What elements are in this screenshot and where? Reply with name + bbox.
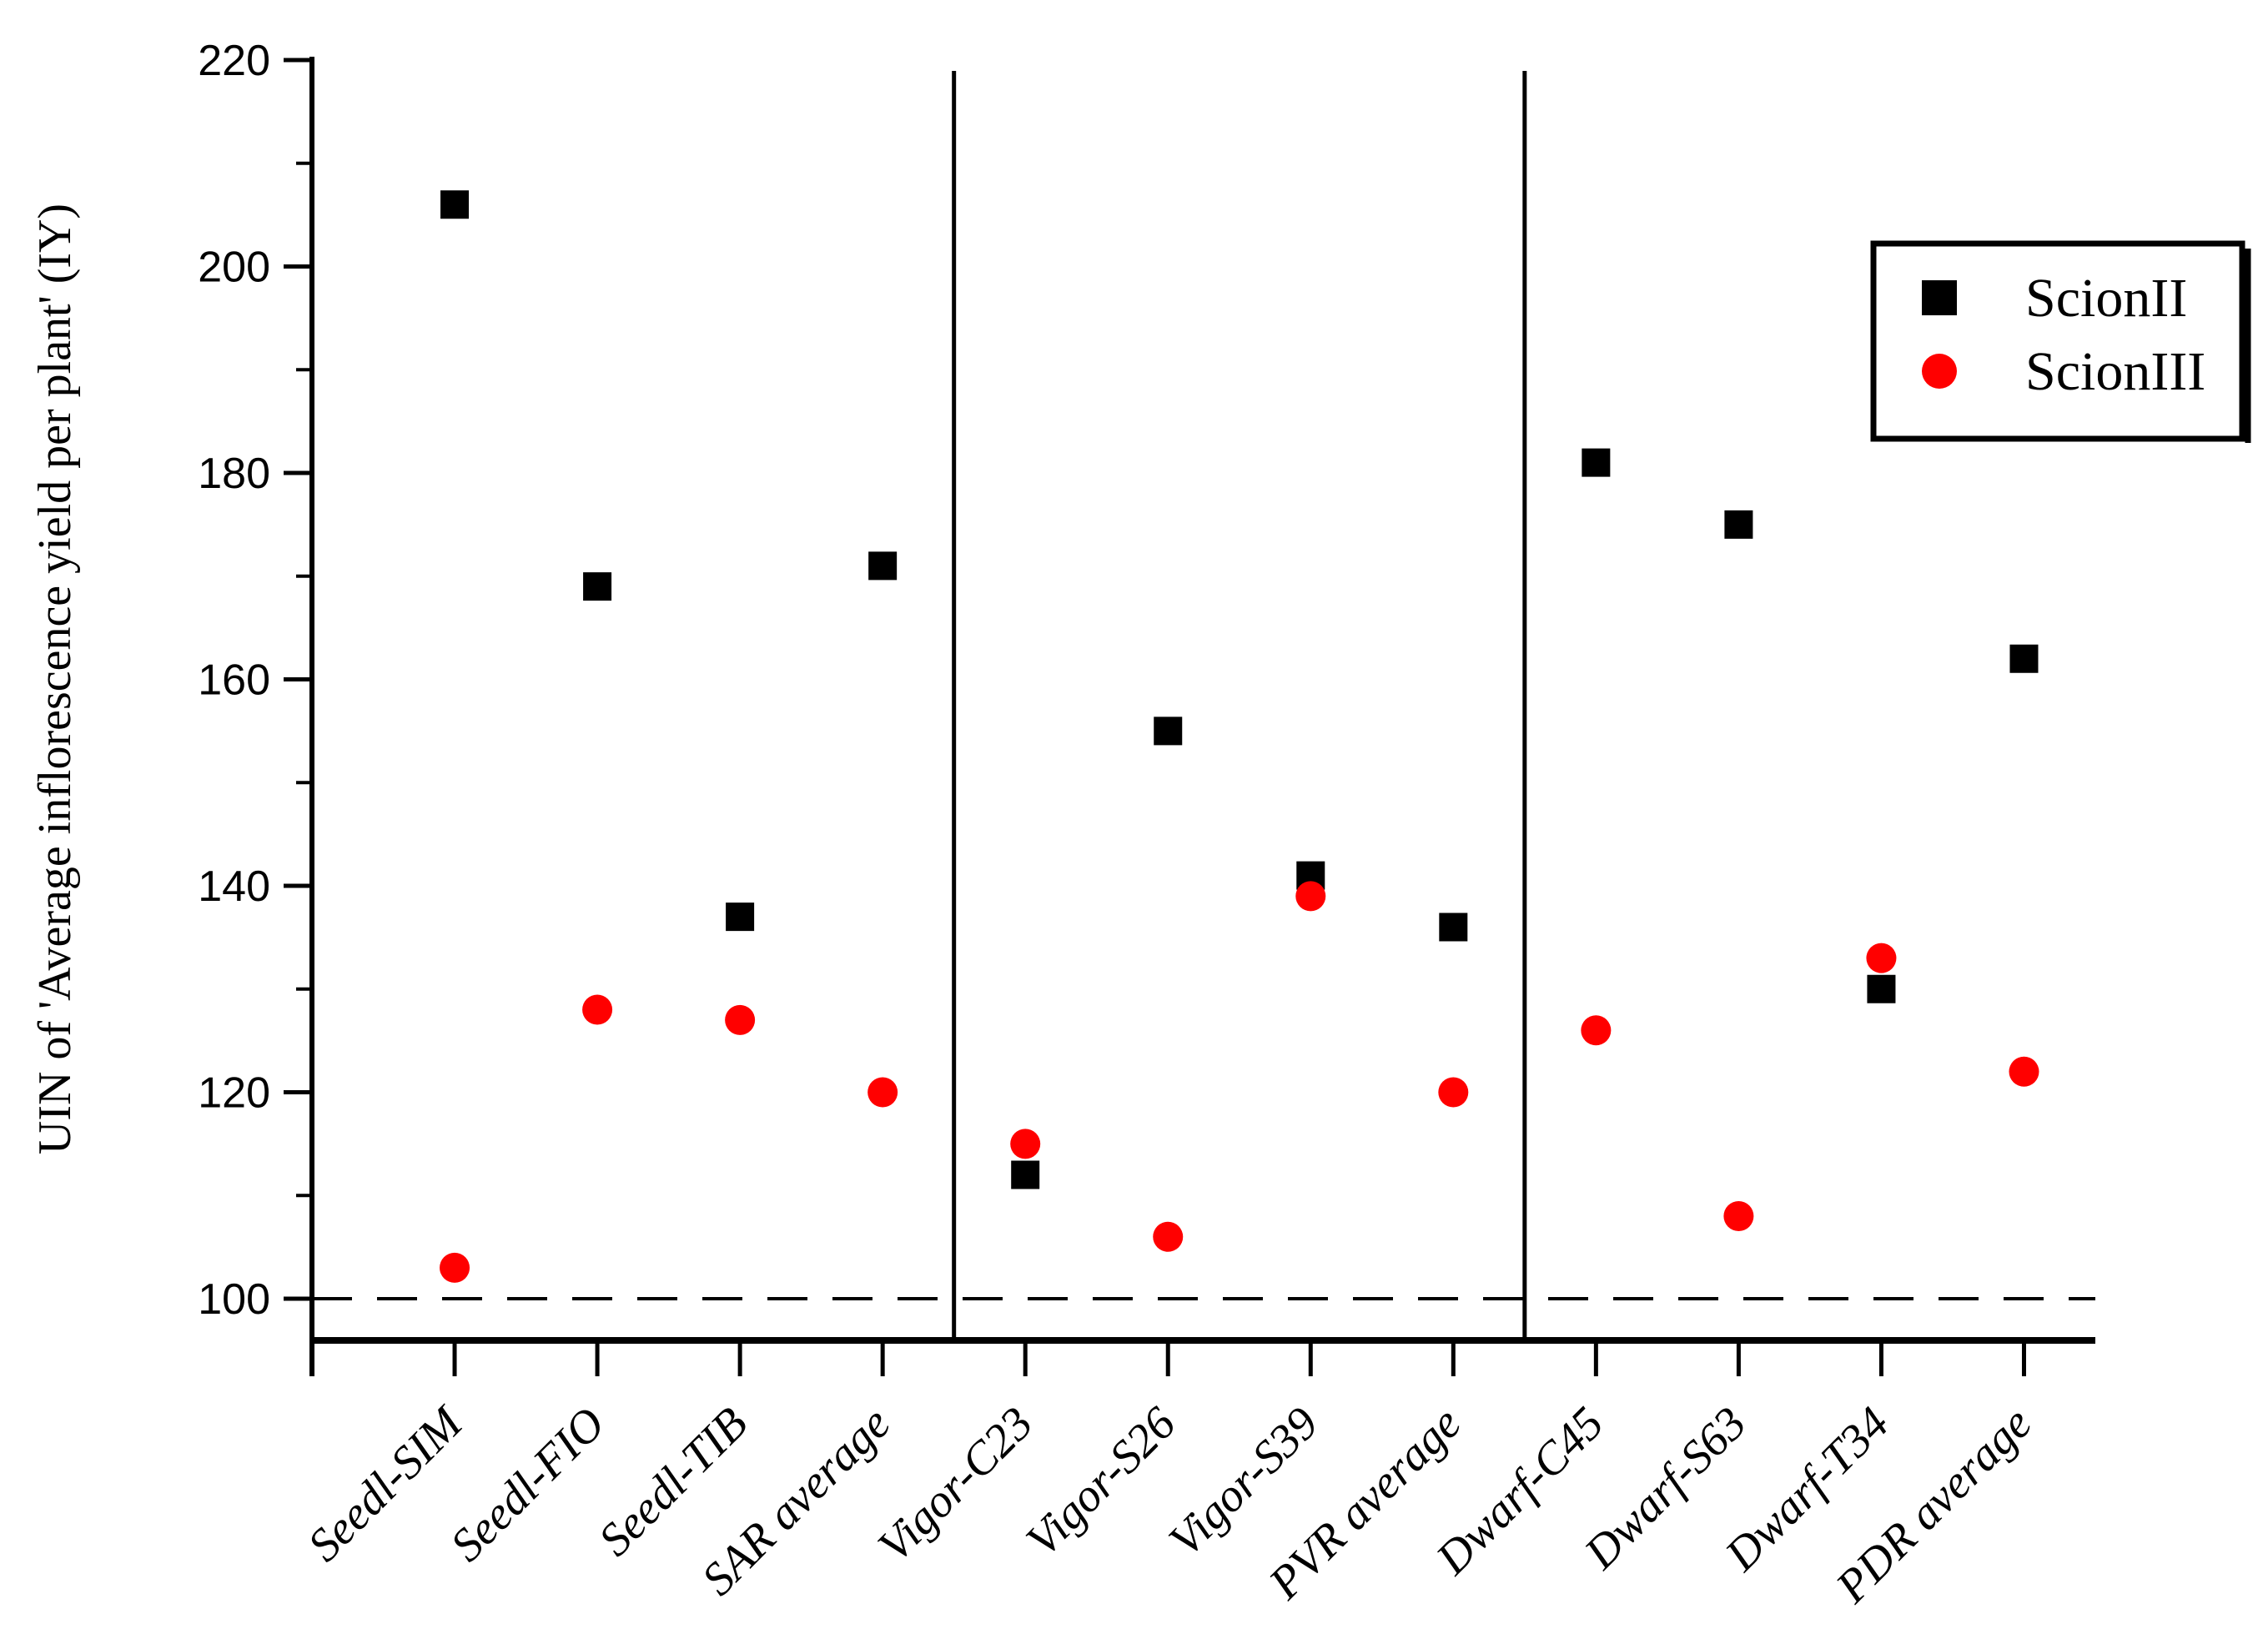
data-point-ScionII-Seedl-FIO (583, 572, 612, 601)
legend-label-ScionII: ScionII (2025, 268, 2187, 329)
legend-marker-ScionII (1922, 280, 1957, 315)
data-point-ScionII-Seedl-TIB (726, 902, 755, 932)
data-point-ScionIII-Dwarf-C45 (1581, 1015, 1612, 1046)
data-point-ScionIII-Dwarf-T34 (1866, 943, 1897, 973)
y-tick-label-120: 120 (198, 1069, 270, 1118)
y-tick-label-160: 160 (198, 656, 270, 705)
data-point-ScionII-PDR average (2009, 644, 2039, 673)
data-point-ScionIII-PDR average (2009, 1056, 2039, 1087)
y-tick-label-180: 180 (198, 450, 270, 498)
data-point-ScionIII-Vigor-S26 (1153, 1221, 1184, 1252)
data-point-ScionII-Dwarf-T34 (1867, 974, 1896, 1003)
data-point-ScionIII-Seedl-FIO (582, 994, 613, 1025)
data-point-ScionIII-Vigor-C23 (1010, 1129, 1041, 1159)
y-tick-label-140: 140 (198, 862, 270, 911)
data-point-ScionII-Vigor-C23 (1011, 1160, 1040, 1189)
data-point-ScionII-SAR average (868, 551, 898, 581)
data-point-ScionII-Dwarf-S63 (1724, 510, 1753, 539)
legend-label-ScionIII: ScionIII (2025, 341, 2205, 402)
legend-box (1870, 240, 2245, 442)
data-point-ScionIII-SAR average (867, 1077, 898, 1108)
y-tick-label-200: 200 (198, 244, 270, 292)
data-point-ScionIII-Seedl-TIB (725, 1004, 756, 1035)
y-tick-label-220: 220 (198, 37, 270, 85)
y-axis-title: UIN of 'Average inflorescence yield per … (29, 204, 81, 1154)
data-point-ScionII-Vigor-S26 (1154, 716, 1183, 746)
data-point-ScionII-PVR average (1439, 913, 1468, 942)
data-point-ScionIII-Dwarf-S63 (1723, 1201, 1754, 1231)
data-point-ScionIII-Seedl-SIM (440, 1252, 470, 1283)
data-point-ScionIII-Vigor-S39 (1295, 881, 1326, 912)
legend-marker-ScionIII (1922, 354, 1957, 389)
y-tick-label-100: 100 (198, 1275, 270, 1324)
data-point-ScionII-Seedl-SIM (440, 190, 470, 219)
data-point-ScionII-Dwarf-C45 (1582, 448, 1611, 477)
data-point-ScionIII-PVR average (1438, 1077, 1469, 1108)
